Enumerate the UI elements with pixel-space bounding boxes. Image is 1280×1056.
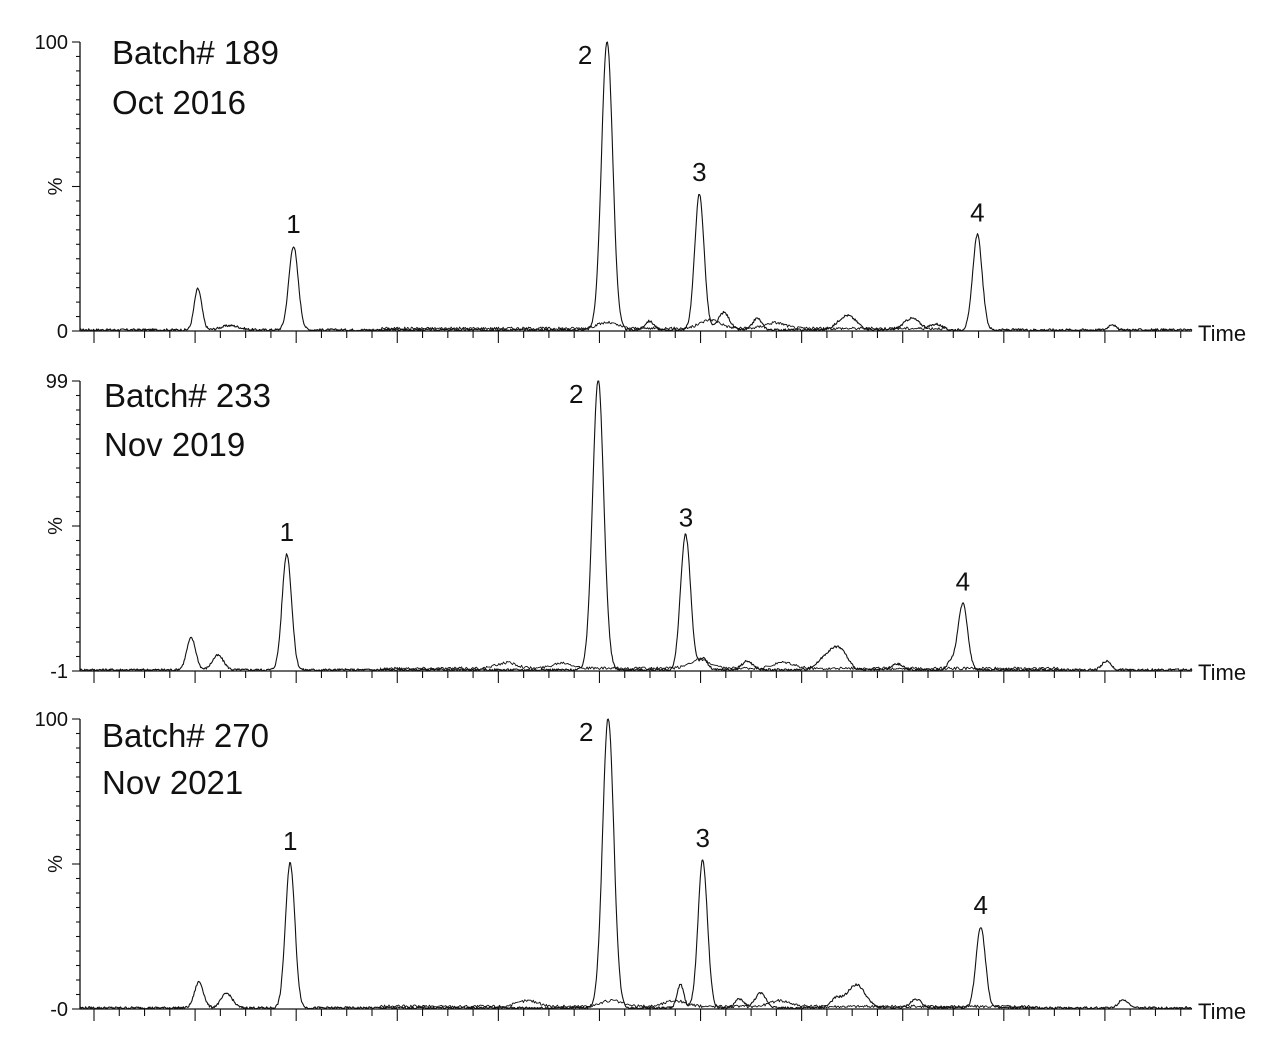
x-axis-label: Time (1198, 660, 1246, 685)
batch-date: Nov 2021 (102, 764, 243, 801)
peak-label-1: 1 (280, 517, 294, 547)
chromatogram-panel-batch-233: 99 -1 % Time Batch# 233 Nov 2019 1 2 3 4 (45, 371, 1246, 685)
batch-date: Oct 2016 (112, 84, 246, 121)
main-trace (79, 380, 1193, 672)
x-axis-label: Time (1198, 999, 1246, 1024)
batch-date: Nov 2019 (104, 426, 245, 463)
y-tick-label-bottom: 0 (57, 321, 68, 343)
x-axis-label: Time (1198, 321, 1246, 346)
y-axis-label: % (45, 177, 67, 195)
y-tick-label-top: 100 (35, 32, 68, 54)
peak-label-3: 3 (679, 503, 693, 533)
y-tick-label-bottom: -0 (50, 999, 68, 1021)
y-tick-label-top: 99 (46, 371, 68, 393)
peak-label-2: 2 (579, 717, 593, 747)
main-trace (80, 41, 1193, 332)
peak-label-3: 3 (695, 823, 709, 853)
chromatogram-panel-batch-270: 100 -0 % Time Batch# 270 Nov 2021 1 2 3 … (35, 709, 1246, 1024)
secondary-trace (379, 998, 1037, 1009)
peak-label-1: 1 (286, 209, 300, 239)
batch-title: Batch# 270 (102, 717, 269, 754)
peak-label-2: 2 (569, 379, 583, 409)
y-tick-label-top: 100 (35, 709, 68, 731)
peak-label-4: 4 (956, 566, 970, 596)
axis-ticks (72, 41, 1182, 343)
secondary-trace (379, 658, 1059, 671)
peak-label-2: 2 (578, 40, 592, 70)
axis-ticks (72, 380, 1182, 683)
batch-title: Batch# 233 (104, 377, 271, 414)
peak-label-1: 1 (283, 826, 297, 856)
main-trace (79, 718, 1193, 1010)
secondary-trace (380, 318, 948, 331)
y-tick-label-bottom: -1 (50, 661, 68, 683)
batch-title: Batch# 189 (112, 34, 279, 71)
axis-ticks (72, 718, 1182, 1021)
y-axis-label: % (45, 517, 67, 535)
peak-label-4: 4 (970, 198, 984, 228)
chromatogram-panel-batch-189: 100 0 % Time Batch# 189 Oct 2016 1 2 3 4 (35, 32, 1246, 346)
peak-label-4: 4 (973, 890, 987, 920)
peak-label-3: 3 (692, 157, 706, 187)
y-axis-label: % (45, 855, 67, 873)
